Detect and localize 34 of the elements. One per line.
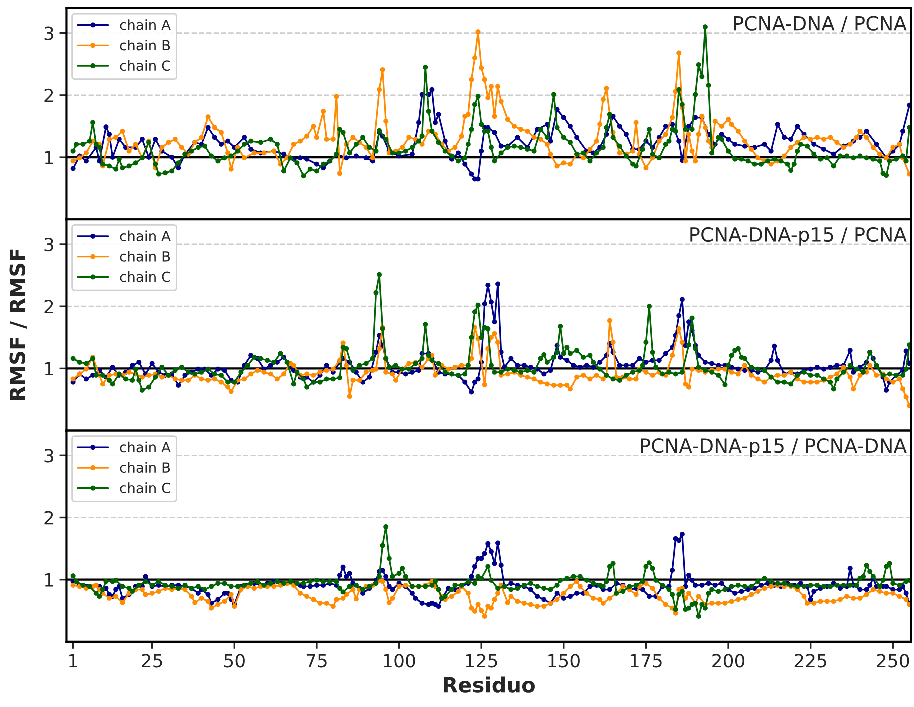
y-tick-label: 2 bbox=[44, 300, 54, 314]
legend-label: chain C bbox=[120, 60, 170, 72]
y-tick-label: 3 bbox=[44, 238, 54, 252]
y-tick-label: 1 bbox=[45, 151, 54, 164]
y-axis-title: RMSF / RMSF bbox=[10, 250, 28, 400]
chart-title: PCNA-DNA-p15 / PCNA bbox=[690, 227, 907, 246]
legend-label: chain A bbox=[120, 230, 171, 242]
y-tick-label: 1 bbox=[45, 362, 54, 376]
chart-title: PCNA-DNA / PCNA bbox=[734, 16, 907, 32]
legend-label: chain B bbox=[120, 462, 170, 474]
y-tick-label: 3 bbox=[44, 26, 54, 40]
chart-title: PCNA-DNA-p15 / PCNA-DNA bbox=[641, 438, 907, 458]
legend-label: chain A bbox=[120, 442, 171, 453]
legend-label: chain C bbox=[120, 272, 170, 282]
legend-label: chain B bbox=[120, 40, 170, 51]
x-tick-label: 200 bbox=[712, 654, 745, 668]
y-tick-label: 1 bbox=[45, 574, 54, 587]
x-tick-label: 250 bbox=[877, 654, 910, 668]
x-tick-label: 100 bbox=[384, 654, 416, 668]
x-tick-label: 1 bbox=[70, 654, 78, 668]
x-tick-label: 175 bbox=[630, 654, 662, 668]
x-axis-title: Residuo bbox=[444, 676, 535, 693]
y-tick-label: 2 bbox=[44, 511, 54, 525]
x-tick-label: 25 bbox=[142, 654, 162, 668]
x-tick-label: 225 bbox=[794, 654, 826, 668]
x-tick-label: 75 bbox=[306, 654, 327, 668]
legend-label: chain C bbox=[120, 482, 170, 494]
x-tick-label: 125 bbox=[466, 654, 498, 668]
legend-label: chain B bbox=[120, 251, 170, 262]
y-tick-label: 2 bbox=[44, 88, 54, 102]
x-tick-label: 50 bbox=[224, 654, 245, 668]
legend-label: chain A bbox=[120, 20, 171, 30]
y-tick-label: 3 bbox=[44, 449, 54, 463]
x-tick-label: 150 bbox=[548, 654, 580, 668]
